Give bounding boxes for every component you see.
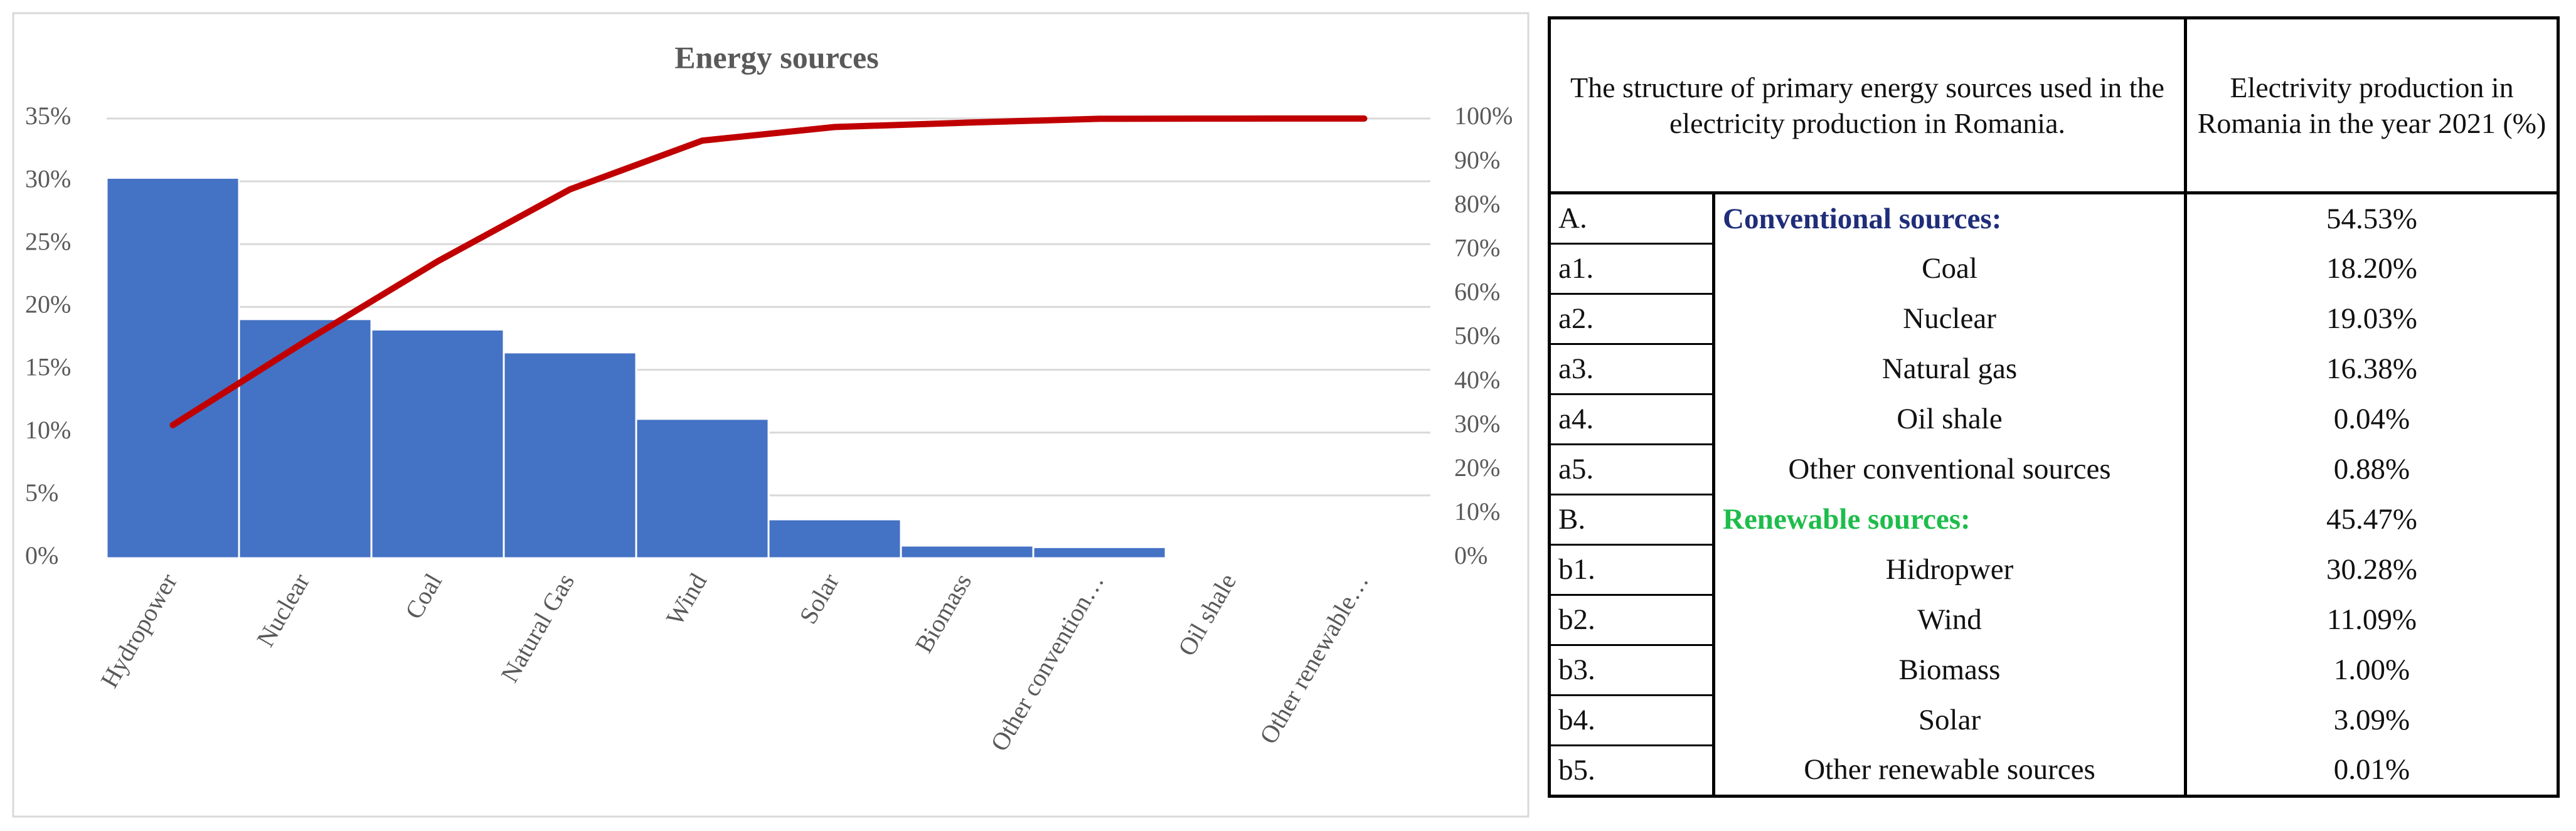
cell: b3. [1548, 644, 1715, 696]
y2-tick-label: 100% [1454, 102, 1513, 130]
cell: a2. [1548, 293, 1715, 345]
cell: 16.38% [2184, 344, 2560, 394]
energy-table: The structure of primary energy sources … [1548, 16, 2560, 798]
y2-tick-label: 50% [1454, 322, 1500, 350]
cell: a4. [1548, 393, 1715, 445]
cell: Other renewable sources [1712, 745, 2187, 797]
y-tick-label: 25% [25, 227, 71, 255]
cell: Hidropwer [1712, 544, 2187, 595]
bar [900, 544, 1035, 559]
table-row: b2. Wind 11.09% [1548, 594, 2560, 646]
bar [503, 351, 637, 559]
cell: A. [1548, 192, 1715, 245]
table-row: b3. Biomass 1.00% [1548, 644, 2560, 696]
cell: Conventional sources: [1712, 193, 2187, 244]
cell: a5. [1548, 443, 1715, 495]
cell: Natural gas [1712, 344, 2187, 394]
table-row: A. Conventional sources: 54.53% [1548, 192, 2560, 245]
y2-tick-label: 10% [1454, 497, 1500, 526]
table-row: B. Renewable sources: 45.47% [1548, 494, 2560, 546]
table-row: a5. Other conventional sources 0.88% [1548, 443, 2560, 495]
cell: Other conventional sources [1712, 444, 2187, 495]
cell: 30.28% [2184, 544, 2560, 595]
cell: B. [1548, 494, 1715, 546]
bar [105, 177, 240, 559]
cell: 45.47% [2184, 494, 2560, 545]
y2-tick-label: 40% [1454, 366, 1500, 394]
table-row: a4. Oil shale 0.04% [1548, 393, 2560, 445]
cell: 18.20% [2184, 243, 2560, 294]
y-tick-label: 20% [25, 290, 71, 319]
cell: 0.01% [2184, 745, 2560, 797]
cell: 0.04% [2184, 394, 2560, 445]
cell: a1. [1548, 243, 1715, 295]
y-tick-label: 15% [25, 353, 71, 381]
y2-tick-label: 30% [1454, 410, 1500, 438]
cumulative-line [169, 115, 1368, 428]
table-row: b1. Hidropwer 30.28% [1548, 544, 2560, 596]
header-cell: Electrivity production in Romania in the… [2184, 18, 2560, 194]
cell: 1.00% [2184, 645, 2560, 696]
cell: b4. [1548, 694, 1715, 746]
y2-tick-label: 90% [1454, 146, 1500, 174]
bar [767, 518, 902, 559]
table-row: a2. Nuclear 19.03% [1548, 293, 2560, 345]
table-row: a3. Natural gas 16.38% [1548, 343, 2560, 395]
y-tick-label: 10% [25, 416, 71, 444]
cell: b2. [1548, 594, 1715, 646]
header-cell: The structure of primary energy sources … [1548, 18, 2187, 194]
chart: Energy sources 0% 5% 10% 15% 20% 25% 30% 35% 0% 1… [12, 12, 1530, 818]
cell: 54.53% [2184, 193, 2560, 244]
cell: Nuclear [1712, 294, 2187, 344]
cell: Biomass [1712, 645, 2187, 696]
cell: Solar [1712, 695, 2187, 746]
y-tick-label: 0% [25, 541, 58, 569]
bar [635, 418, 770, 559]
y2-tick-label: 60% [1454, 278, 1500, 306]
cell: 3.09% [2184, 695, 2560, 746]
y-tick-label: 5% [25, 479, 58, 507]
y2-tick-label: 70% [1454, 233, 1500, 262]
chart-title: Energy sources [674, 40, 878, 75]
table-row: b5. Other renewable sources 0.01% [1548, 744, 2560, 797]
cell: Wind [1712, 595, 2187, 645]
y2-tick-label: 20% [1454, 453, 1500, 482]
cell: Renewable sources: [1712, 494, 2187, 545]
cell: 11.09% [2184, 595, 2560, 645]
y-tick-label: 35% [25, 102, 71, 130]
table-row: a1. Coal 18.20% [1548, 243, 2560, 295]
bar [238, 318, 373, 559]
table-row: b4. Solar 3.09% [1548, 694, 2560, 746]
cell: 0.88% [2184, 444, 2560, 495]
cell: Coal [1712, 243, 2187, 294]
bar [1032, 546, 1167, 559]
cell: Oil shale [1712, 394, 2187, 445]
cell: a3. [1548, 343, 1715, 395]
table-header: The structure of primary energy sources … [1548, 18, 2560, 194]
bar [370, 328, 505, 559]
cell: 19.03% [2184, 294, 2560, 344]
y2-tick-label: 0% [1454, 541, 1488, 569]
cell: b1. [1548, 544, 1715, 596]
y2-tick-label: 80% [1454, 189, 1500, 218]
y-tick-label: 30% [25, 164, 71, 193]
cell: b5. [1548, 744, 1715, 797]
